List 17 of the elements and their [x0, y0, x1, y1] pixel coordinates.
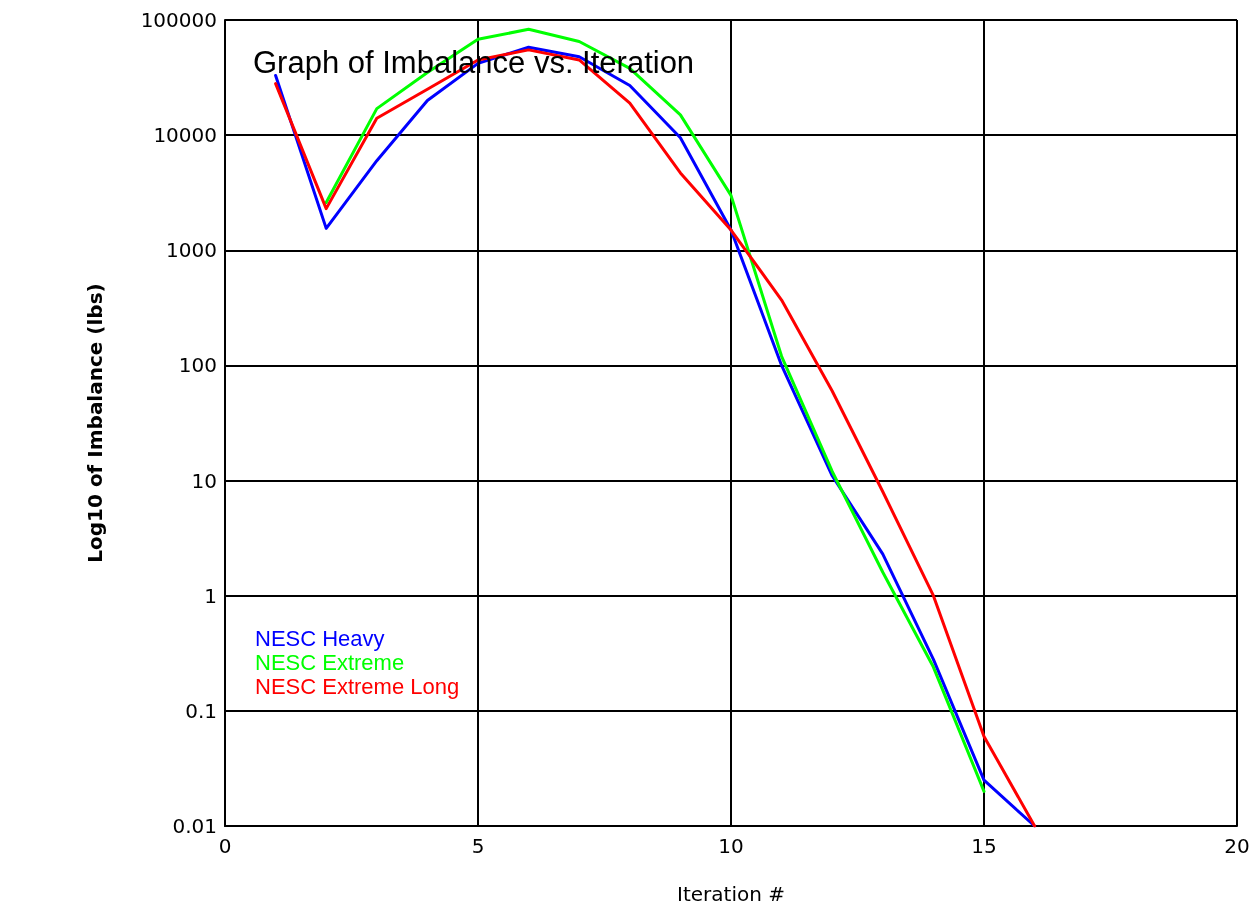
- x-tick-label: 0: [218, 834, 232, 858]
- x-axis-title: Iteration #: [677, 882, 785, 906]
- y-tick-label: 0.01: [172, 814, 217, 838]
- x-tick-label: 10: [718, 834, 744, 858]
- y-tick-label: 1000: [166, 238, 217, 263]
- y-axis-title: Log10 of Imbalance (lbs): [83, 283, 107, 563]
- x-tick-label: 20: [1224, 834, 1250, 858]
- text: NESC Heavy: [255, 625, 385, 651]
- x-tick-label: 15: [971, 834, 997, 858]
- y-tick-label: 1: [204, 583, 217, 608]
- text: NESC Extreme Long: [255, 673, 460, 699]
- y-tick-label: 0.1: [185, 698, 217, 723]
- y-tick-label: 10000: [153, 123, 217, 148]
- y-tick-label: 100: [178, 353, 217, 378]
- y-tick-label: 100000: [140, 8, 217, 32]
- y-tick-label: 10: [191, 468, 217, 493]
- x-tick-label: 5: [471, 834, 485, 858]
